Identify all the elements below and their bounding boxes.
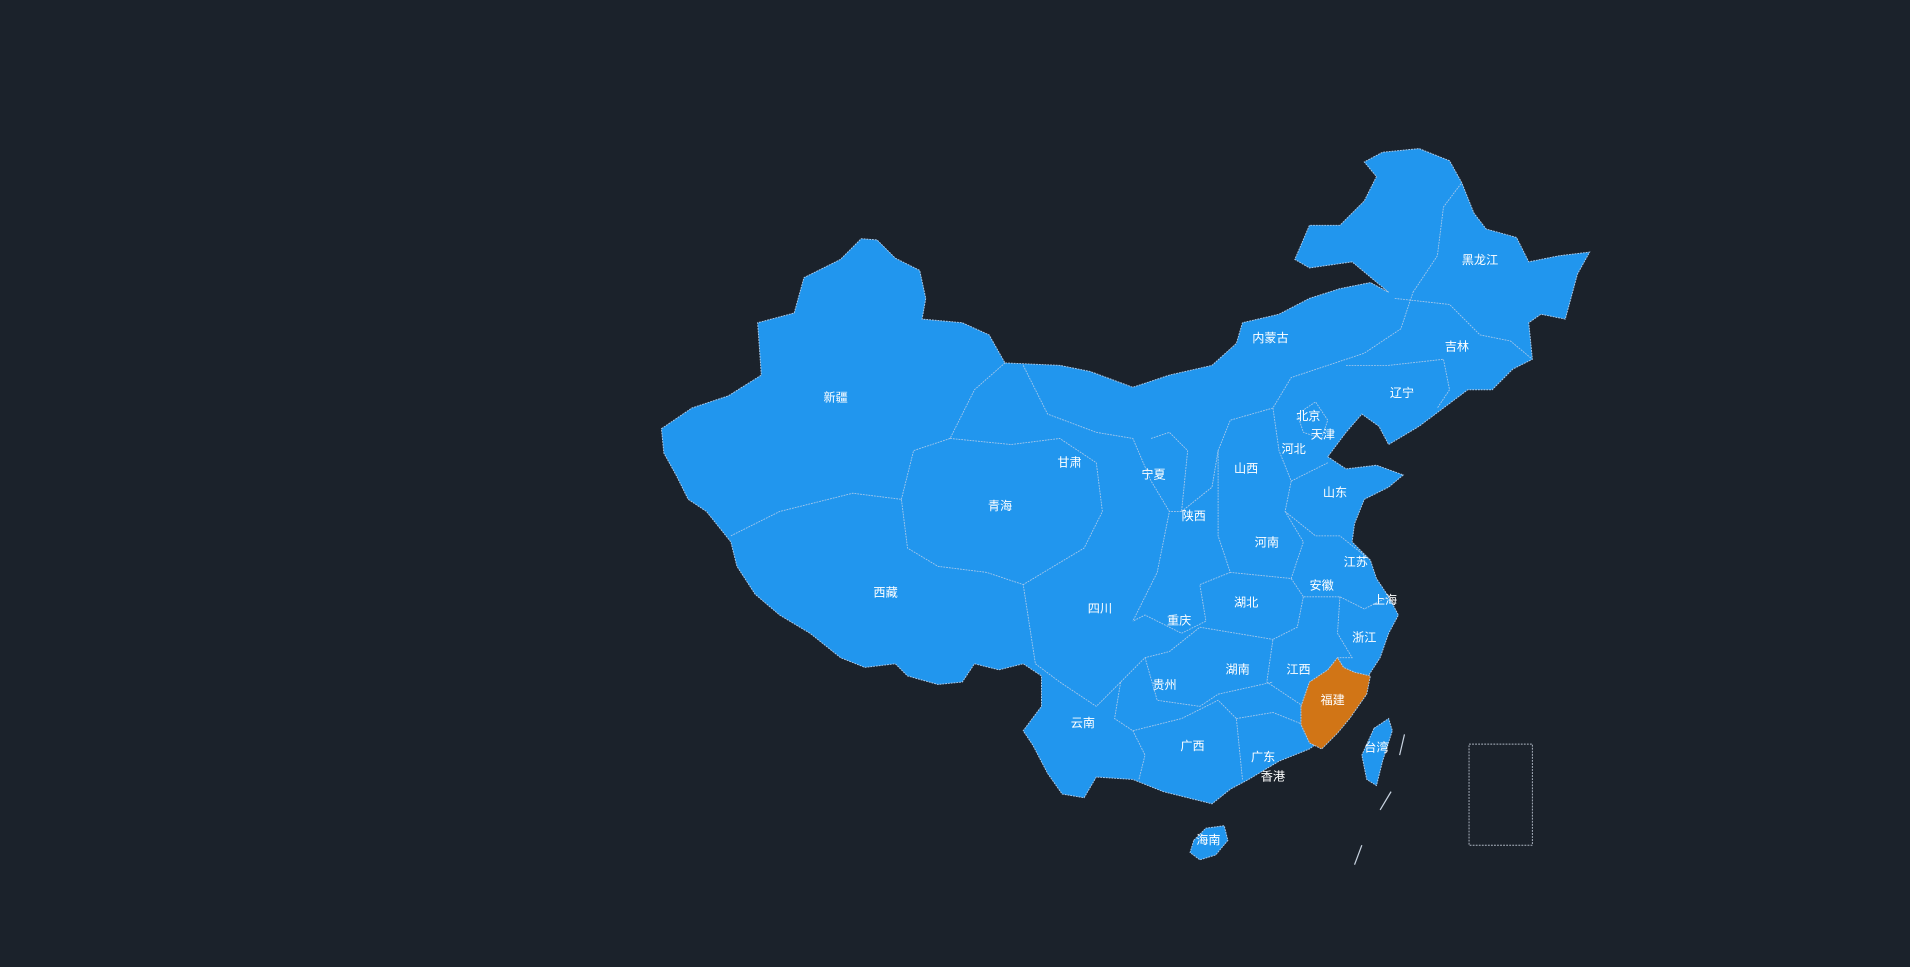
region-label: 安徽 <box>1309 577 1333 592</box>
region-label: 吉林 <box>1445 340 1469 354</box>
region-label: 海南 <box>1196 832 1220 847</box>
region-label: 云南 <box>1071 715 1095 730</box>
region-label: 湖南 <box>1225 661 1249 676</box>
region-label: 重庆 <box>1167 614 1191 628</box>
region-label: 台湾 <box>1364 739 1388 754</box>
region-label: 天津 <box>1311 427 1335 441</box>
mainland-region[interactable] <box>660 148 1591 805</box>
region-label: 河南 <box>1255 535 1279 550</box>
region-label: 西藏 <box>873 586 897 600</box>
region-label: 江西 <box>1286 662 1310 676</box>
region-label: 陕西 <box>1182 508 1206 523</box>
region-hainan[interactable] <box>1189 825 1229 861</box>
region-label: 浙江 <box>1352 631 1376 645</box>
region-label: 广西 <box>1180 739 1204 753</box>
region-label: 辽宁 <box>1390 385 1414 400</box>
region-label: 湖北 <box>1234 594 1258 609</box>
region-taiwan[interactable] <box>1361 717 1393 787</box>
region-label: 山西 <box>1234 461 1258 475</box>
region-label: 内蒙古 <box>1252 330 1288 345</box>
region-label: 贵州 <box>1152 678 1176 692</box>
region-label: 江苏 <box>1344 555 1368 569</box>
region-label: 上海 <box>1373 592 1397 607</box>
region-label: 北京 <box>1296 409 1320 423</box>
nine-dash-line <box>1353 734 1406 865</box>
region-label: 甘肃 <box>1057 455 1081 469</box>
region-label: 山东 <box>1323 486 1347 500</box>
region-label: 黑龙江 <box>1462 253 1498 267</box>
region-label: 宁夏 <box>1141 466 1165 481</box>
south-china-sea-inset <box>1468 743 1533 846</box>
region-label: 福建 <box>1320 692 1344 707</box>
region-label: 四川 <box>1088 601 1112 615</box>
region-label: 新疆 <box>823 390 847 405</box>
province-borders <box>730 182 1533 780</box>
region-label: 香港 <box>1261 770 1285 784</box>
region-label: 广东 <box>1251 750 1275 764</box>
region-label: 青海 <box>988 498 1012 513</box>
region-label: 河北 <box>1281 442 1305 456</box>
region-fujian[interactable] <box>1300 656 1371 750</box>
